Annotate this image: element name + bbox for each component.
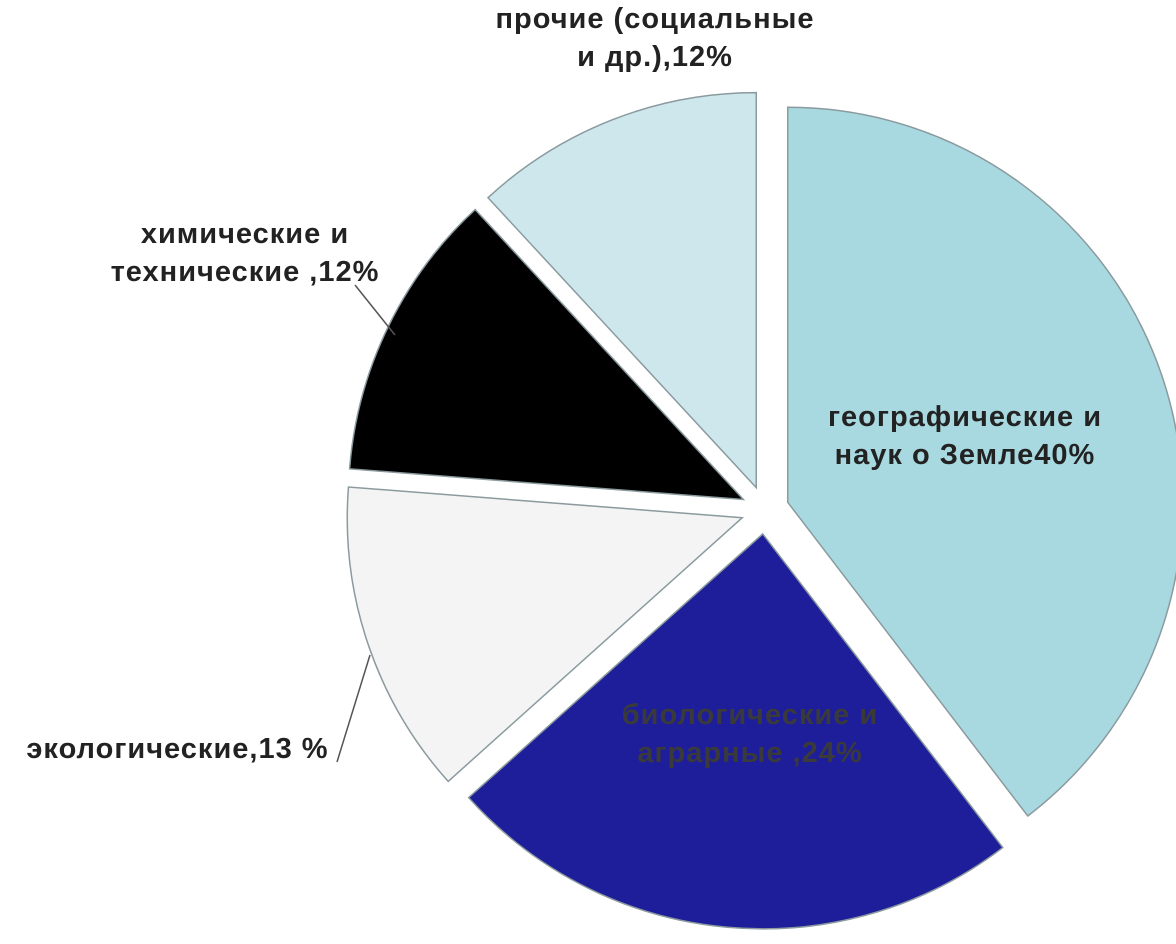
slice-label: биологические и аграрные ,24% bbox=[621, 699, 879, 769]
slice-label: географические и наук о Земле40% bbox=[827, 401, 1103, 471]
pie-slice bbox=[346, 486, 745, 783]
slice-label: экологические,13 % bbox=[26, 733, 329, 765]
pie-slice bbox=[486, 91, 757, 490]
pie-slice bbox=[348, 208, 746, 501]
slice-label: прочие (социальные и др.),12% bbox=[495, 3, 815, 73]
leader-line bbox=[354, 284, 396, 336]
pie-slice bbox=[786, 106, 1176, 818]
slice-label: химические и технические ,12% bbox=[110, 218, 380, 288]
pie-slice bbox=[467, 532, 1004, 930]
leader-line bbox=[336, 654, 371, 763]
